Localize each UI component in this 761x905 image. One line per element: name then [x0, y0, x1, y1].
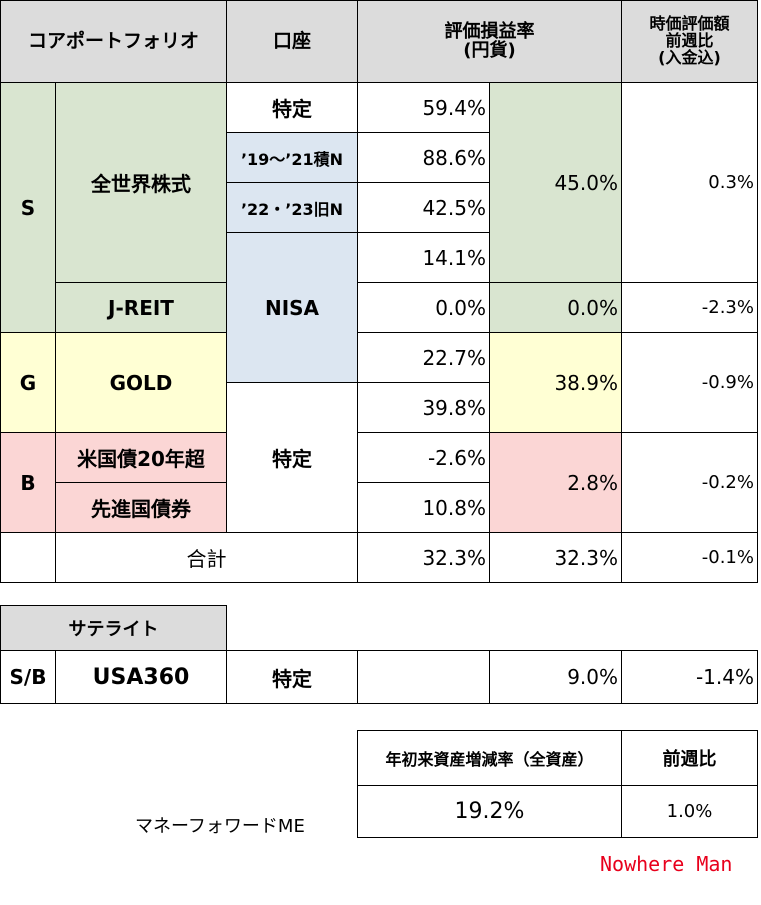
holding-return: -2.6% — [357, 432, 490, 483]
signature: Nowhere Man — [600, 852, 733, 876]
asset-return: 0.0% — [489, 282, 622, 333]
holding-return: 0.0% — [357, 282, 490, 333]
holding-return: 10.8% — [357, 482, 490, 533]
header: 評価損益率 — [444, 20, 535, 42]
weekly-change: -2.3% — [621, 282, 758, 333]
total-asset-return: 32.3% — [489, 532, 622, 583]
class: S — [0, 82, 56, 333]
account: 特定 — [226, 82, 358, 133]
source: マネーフォワードME — [135, 816, 305, 837]
satellite-weekly-change: -1.4% — [621, 650, 758, 704]
account: NISA — [226, 232, 358, 383]
header: 前週比 — [665, 31, 714, 51]
asset: J-REIT — [55, 282, 227, 333]
account: ’22・’23旧N — [226, 182, 358, 233]
empty-cell — [0, 532, 56, 583]
summary-value: 19.2% — [357, 785, 622, 838]
holding-return: 39.8% — [357, 382, 490, 433]
weekly-change: 0.3% — [621, 82, 758, 283]
header: (円貨) — [463, 39, 516, 61]
header: 時価評価額 — [649, 14, 730, 34]
holding-return: 22.7% — [357, 332, 490, 383]
asset-return: 2.8% — [489, 432, 622, 533]
satellite-title: サテライト — [0, 605, 227, 651]
asset: 先進国債券 — [55, 482, 227, 533]
total-label: 合計 — [55, 532, 358, 583]
holding-return: 42.5% — [357, 182, 490, 233]
asset: 全世界株式 — [55, 82, 227, 283]
header-cell: 時価評価額 前週比 (入金込) — [621, 0, 758, 83]
satellite-class: S/B — [0, 650, 56, 704]
asset: GOLD — [55, 332, 227, 433]
satellite-asset: USA360 — [55, 650, 227, 704]
asset-return: 38.9% — [489, 332, 622, 433]
summary-header: 年初来資産増減率（全資産） — [357, 730, 622, 786]
header: 口座 — [272, 29, 311, 52]
class: G — [0, 332, 56, 433]
satellite-return: 9.0% — [489, 650, 622, 704]
class: B — [0, 432, 56, 533]
weekly-change: -0.2% — [621, 432, 758, 533]
header: コアポートフォリオ — [27, 29, 199, 52]
holding-return: 88.6% — [357, 132, 490, 183]
summary-value: 1.0% — [621, 785, 758, 838]
asset-return: 45.0% — [489, 82, 622, 283]
account: 特定 — [226, 382, 358, 533]
holding-return: 14.1% — [357, 232, 490, 283]
asset: 米国債20年超 — [55, 432, 227, 483]
total-weekly-change: -0.1% — [621, 532, 758, 583]
header-cell: 口座 — [226, 0, 358, 83]
account: ’19〜’21積N — [226, 132, 358, 183]
holding-return: 59.4% — [357, 82, 490, 133]
summary-header: 前週比 — [621, 730, 758, 786]
weekly-change: -0.9% — [621, 332, 758, 433]
header-cell: コアポートフォリオ — [0, 0, 227, 83]
header-cell: 評価損益率 (円貨) — [357, 0, 622, 83]
header: (入金込) — [658, 47, 721, 67]
satellite-account: 特定 — [226, 650, 358, 704]
empty-cell — [357, 650, 490, 704]
total-holding-return: 32.3% — [357, 532, 490, 583]
